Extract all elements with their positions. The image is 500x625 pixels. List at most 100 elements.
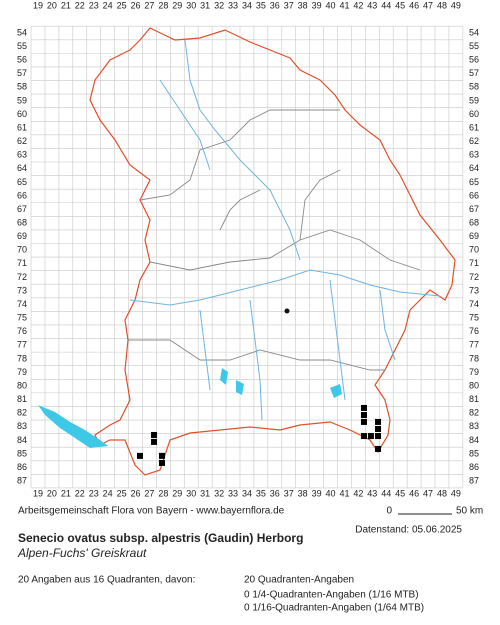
common-name: Alpen-Fuchs' Greiskraut <box>17 546 147 560</box>
row-label: 69 <box>469 231 479 241</box>
column-label: 34 <box>242 0 252 10</box>
row-label: 77 <box>469 340 479 350</box>
record-square <box>360 404 367 411</box>
column-label: 44 <box>381 488 391 498</box>
column-label: 40 <box>326 0 336 10</box>
scale-start: 0 <box>386 506 392 517</box>
row-label: 64 <box>17 163 27 173</box>
row-label: 65 <box>17 177 27 187</box>
column-label: 45 <box>395 0 405 10</box>
row-label: 73 <box>469 285 479 295</box>
row-label: 68 <box>469 217 479 227</box>
lake <box>330 384 342 398</box>
column-label: 45 <box>395 488 405 498</box>
river <box>129 39 441 421</box>
row-label: 70 <box>17 245 27 255</box>
column-label: 20 <box>47 0 57 10</box>
column-label: 37 <box>284 0 294 10</box>
row-label: 83 <box>17 421 27 431</box>
column-label: 19 <box>33 0 43 10</box>
row-label: 55 <box>17 41 27 51</box>
column-label: 47 <box>423 0 433 10</box>
column-label: 33 <box>228 0 238 10</box>
column-label: 25 <box>117 488 127 498</box>
record-square <box>158 452 165 459</box>
row-label: 85 <box>17 448 27 458</box>
column-label: 30 <box>186 488 196 498</box>
species-name: Senecio ovatus subsp. alpestris (Gaudin)… <box>18 531 303 545</box>
column-label: 24 <box>103 0 113 10</box>
row-label: 60 <box>469 109 479 119</box>
row-label: 67 <box>17 204 27 214</box>
column-label: 32 <box>214 0 224 10</box>
record-square <box>367 433 374 440</box>
record-square <box>360 418 367 425</box>
column-label: 31 <box>200 488 210 498</box>
lake <box>236 380 244 395</box>
column-label: 29 <box>172 488 182 498</box>
column-label: 34 <box>242 488 252 498</box>
lake <box>220 368 228 385</box>
column-label: 27 <box>144 0 154 10</box>
count: 0 1/4-Quadranten-Angaben (1/16 MTB) <box>244 590 419 601</box>
column-label: 21 <box>61 0 71 10</box>
row-label: 82 <box>469 408 479 418</box>
row-label: 56 <box>17 55 27 65</box>
column-label: 46 <box>409 488 419 498</box>
column-label: 24 <box>103 488 113 498</box>
column-label: 49 <box>451 488 461 498</box>
grid <box>30 25 464 489</box>
row-label: 79 <box>469 367 479 377</box>
row-label: 62 <box>469 136 479 146</box>
row-label: 61 <box>17 122 27 132</box>
column-label: 22 <box>75 0 85 10</box>
column-label: 41 <box>339 488 349 498</box>
row-label: 59 <box>17 95 27 105</box>
column-label: 36 <box>270 0 280 10</box>
city-marker <box>284 308 290 314</box>
row-label: 58 <box>469 82 479 92</box>
row-label: 86 <box>17 462 27 472</box>
column-label: 26 <box>131 0 141 10</box>
row-label: 57 <box>469 68 479 78</box>
column-label: 42 <box>353 0 363 10</box>
row-label: 76 <box>17 326 27 336</box>
lake <box>38 405 108 448</box>
row-label: 87 <box>17 476 27 486</box>
row-label: 72 <box>469 272 479 282</box>
row-label: 73 <box>17 285 27 295</box>
record-square <box>375 418 382 425</box>
row-label: 84 <box>469 435 479 445</box>
column-label: 43 <box>367 488 377 498</box>
row-label: 75 <box>469 313 479 323</box>
row-label: 62 <box>17 136 27 146</box>
record-square <box>375 425 382 432</box>
column-label: 46 <box>409 0 419 10</box>
row-label: 61 <box>469 122 479 132</box>
row-label: 70 <box>469 245 479 255</box>
row-label: 69 <box>17 231 27 241</box>
row-label: 87 <box>469 476 479 486</box>
column-label: 36 <box>270 488 280 498</box>
scale-end: 50 km <box>456 506 483 517</box>
row-label: 80 <box>469 380 479 390</box>
column-label: 19 <box>33 488 43 498</box>
column-label: 29 <box>172 0 182 10</box>
row-label: 71 <box>469 258 479 268</box>
row-label: 54 <box>17 27 27 37</box>
row-label: 54 <box>469 27 479 37</box>
count: 20 Quadranten-Angaben <box>244 575 354 586</box>
date: Datenstand: 05.06.2025 <box>355 525 462 536</box>
column-label: 40 <box>326 488 336 498</box>
row-label: 71 <box>17 258 27 268</box>
column-label: 35 <box>256 0 266 10</box>
row-label: 72 <box>17 272 27 282</box>
record-square <box>151 431 158 438</box>
column-label: 28 <box>158 0 168 10</box>
column-label: 38 <box>298 0 308 10</box>
row-label: 80 <box>17 380 27 390</box>
record-square <box>151 438 158 445</box>
column-label: 47 <box>423 488 433 498</box>
column-label: 23 <box>89 488 99 498</box>
column-label: 20 <box>47 488 57 498</box>
